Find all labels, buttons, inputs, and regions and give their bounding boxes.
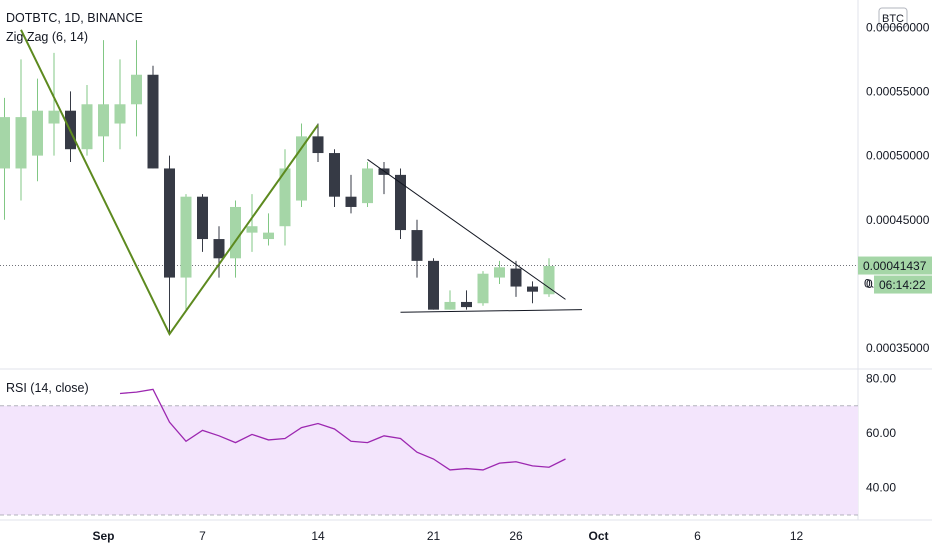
candle-body (32, 110, 43, 156)
date-tick-label: 26 (509, 529, 523, 543)
candle[interactable] (48, 52, 60, 156)
candle[interactable] (444, 290, 456, 310)
rsi-tick-label: 80.00 (866, 371, 896, 385)
candle-body (329, 153, 340, 197)
candle-body (345, 196, 357, 207)
descending-trendline[interactable] (367, 159, 566, 300)
price-tick-label: 0.00035000 (866, 341, 930, 355)
candle-body (362, 168, 373, 204)
current-price-label: 0.00041437 (863, 259, 927, 273)
candle-body (230, 206, 241, 259)
candle-body (246, 226, 258, 233)
date-tick-label: 6 (694, 529, 701, 543)
candle-body (131, 74, 142, 105)
price-tick-label: 0.00045000 (866, 213, 930, 227)
candle-body (197, 196, 208, 240)
rsi-tick-label: 60.00 (866, 426, 896, 440)
candle-body (543, 266, 555, 295)
candle[interactable] (246, 194, 258, 252)
candle-body (510, 268, 522, 287)
date-tick-label: Sep (92, 529, 114, 543)
candle[interactable] (0, 97, 10, 220)
price-tick-label: 0.00055000 (866, 84, 930, 98)
candle[interactable] (81, 85, 93, 156)
price-tick-label: 0.00050000 (866, 149, 930, 163)
date-tick-label: Oct (588, 529, 608, 543)
candle-body (213, 239, 225, 259)
countdown-label-bg (874, 275, 932, 294)
candle[interactable] (362, 162, 373, 207)
candle-body (411, 230, 423, 261)
candle-body (477, 273, 489, 304)
candle-body (164, 168, 175, 278)
zigzag-line[interactable] (20, 29, 319, 336)
candle[interactable] (230, 200, 241, 278)
zigzag-legend: Zig Zag (6, 14) (6, 30, 88, 44)
date-tick-label: 21 (427, 529, 441, 543)
candle[interactable] (345, 174, 357, 214)
candle[interactable] (461, 290, 472, 310)
candle-body (312, 136, 324, 154)
candle[interactable] (197, 194, 208, 252)
candle-body (114, 104, 126, 124)
candle[interactable] (312, 123, 324, 163)
candle-body (395, 174, 406, 231)
candle-body (494, 267, 505, 278)
candle-body (263, 232, 274, 240)
candle[interactable] (279, 149, 291, 246)
candle[interactable] (114, 59, 126, 150)
candle[interactable] (263, 213, 274, 246)
candle[interactable] (32, 78, 43, 182)
support-line[interactable] (400, 309, 583, 313)
date-tick-label: 7 (199, 529, 206, 543)
candle[interactable] (131, 40, 142, 137)
candle-body (461, 301, 472, 308)
date-tick-label: 14 (311, 529, 325, 543)
candle[interactable] (428, 258, 439, 310)
candle-body (15, 117, 27, 169)
price-tick-label: 0.00060000 (866, 20, 930, 34)
candle-body (147, 74, 159, 169)
candle[interactable] (15, 59, 27, 201)
candle-body (180, 196, 192, 278)
candle[interactable] (527, 281, 538, 304)
candle[interactable] (213, 226, 225, 278)
candle-body (81, 104, 93, 150)
date-tick-label: 12 (790, 529, 804, 543)
candle[interactable] (477, 271, 489, 306)
candle-body (0, 117, 10, 169)
candle[interactable] (494, 260, 505, 284)
candle[interactable] (147, 65, 159, 169)
symbol-title: DOTBTC, 1D, BINANCE (6, 11, 143, 25)
candle-body (48, 110, 60, 124)
rsi-legend: RSI (14, close) (6, 381, 89, 395)
countdown-prefix: 0. (864, 277, 874, 291)
candle-body (98, 104, 109, 137)
countdown-label: 06:14:22 (879, 278, 926, 292)
currency-badge-label: BTC (882, 13, 904, 25)
rsi-line[interactable] (119, 388, 566, 471)
candle[interactable] (543, 258, 555, 297)
candle[interactable] (98, 40, 109, 163)
candle[interactable] (329, 149, 340, 207)
candle-body (279, 168, 291, 227)
candle-body (444, 301, 456, 310)
candle[interactable] (296, 123, 307, 207)
candle-body (428, 260, 439, 310)
rsi-band (0, 405, 858, 515)
candle[interactable] (411, 219, 423, 278)
candle-body (527, 286, 538, 292)
candle[interactable] (395, 168, 406, 240)
candle[interactable] (378, 162, 390, 195)
currency-badge[interactable]: BTC (878, 7, 908, 28)
rsi-tick-label: 40.00 (866, 481, 896, 495)
candle[interactable] (164, 155, 175, 333)
candle[interactable] (510, 260, 522, 297)
candle[interactable] (65, 91, 76, 163)
candle-body (296, 136, 307, 201)
candle[interactable] (180, 194, 192, 310)
current-price-label-bg (858, 256, 932, 275)
